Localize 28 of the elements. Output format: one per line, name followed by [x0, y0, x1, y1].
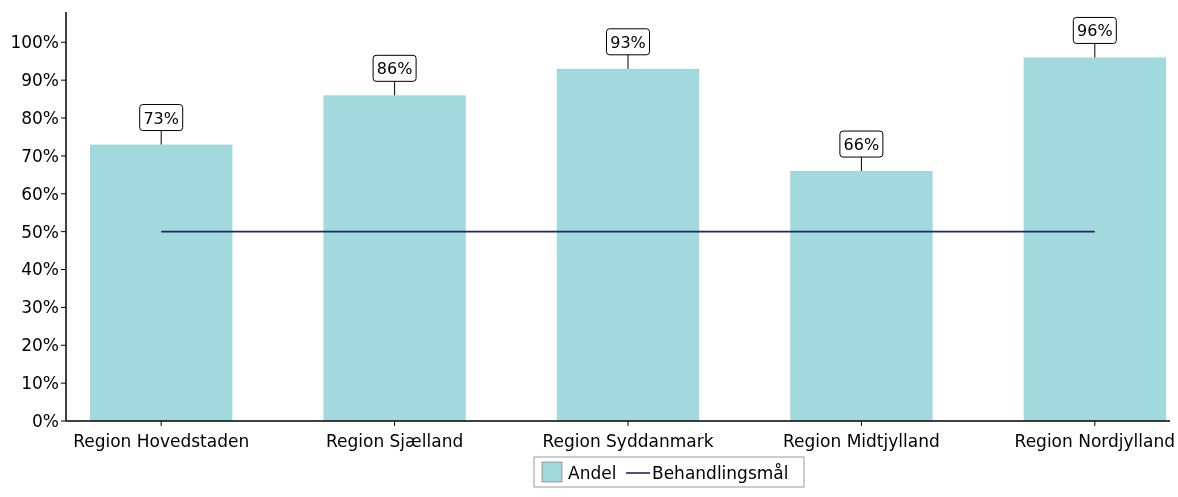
- y-tick-label: 50%: [21, 221, 59, 242]
- data-label: 93%: [610, 32, 646, 52]
- y-tick-label: 70%: [21, 145, 59, 166]
- data-label: 86%: [376, 59, 413, 79]
- y-tick-label: 100%: [10, 32, 59, 53]
- y-tick-label: 60%: [21, 183, 59, 204]
- bar: [556, 68, 700, 421]
- bar: [323, 95, 466, 421]
- x-tick-label: Region Sjælland: [325, 431, 464, 451]
- legend-label: Behandlingsmål: [652, 462, 789, 483]
- x-tick-label: Region Nordjylland: [1014, 431, 1176, 451]
- data-label: 96%: [1077, 21, 1113, 41]
- bar: [90, 144, 233, 421]
- data-label: 66%: [843, 135, 880, 155]
- x-tick-label: Region Midtjylland: [783, 431, 940, 451]
- y-tick-label: 10%: [21, 373, 59, 394]
- bar: [1023, 57, 1166, 421]
- legend-label: Andel: [568, 462, 617, 483]
- y-tick-label: 20%: [21, 335, 59, 356]
- y-tick-label: 30%: [21, 297, 59, 318]
- x-tick-label: Region Syddanmark: [542, 431, 714, 451]
- y-tick-label: 40%: [21, 259, 59, 280]
- data-label: 73%: [143, 108, 179, 128]
- y-tick-label: 80%: [21, 107, 59, 128]
- y-tick-label: 90%: [21, 70, 59, 91]
- bar: [790, 171, 933, 421]
- y-tick-label: 0%: [32, 410, 59, 431]
- x-tick-label: Region Hovedstaden: [73, 431, 250, 451]
